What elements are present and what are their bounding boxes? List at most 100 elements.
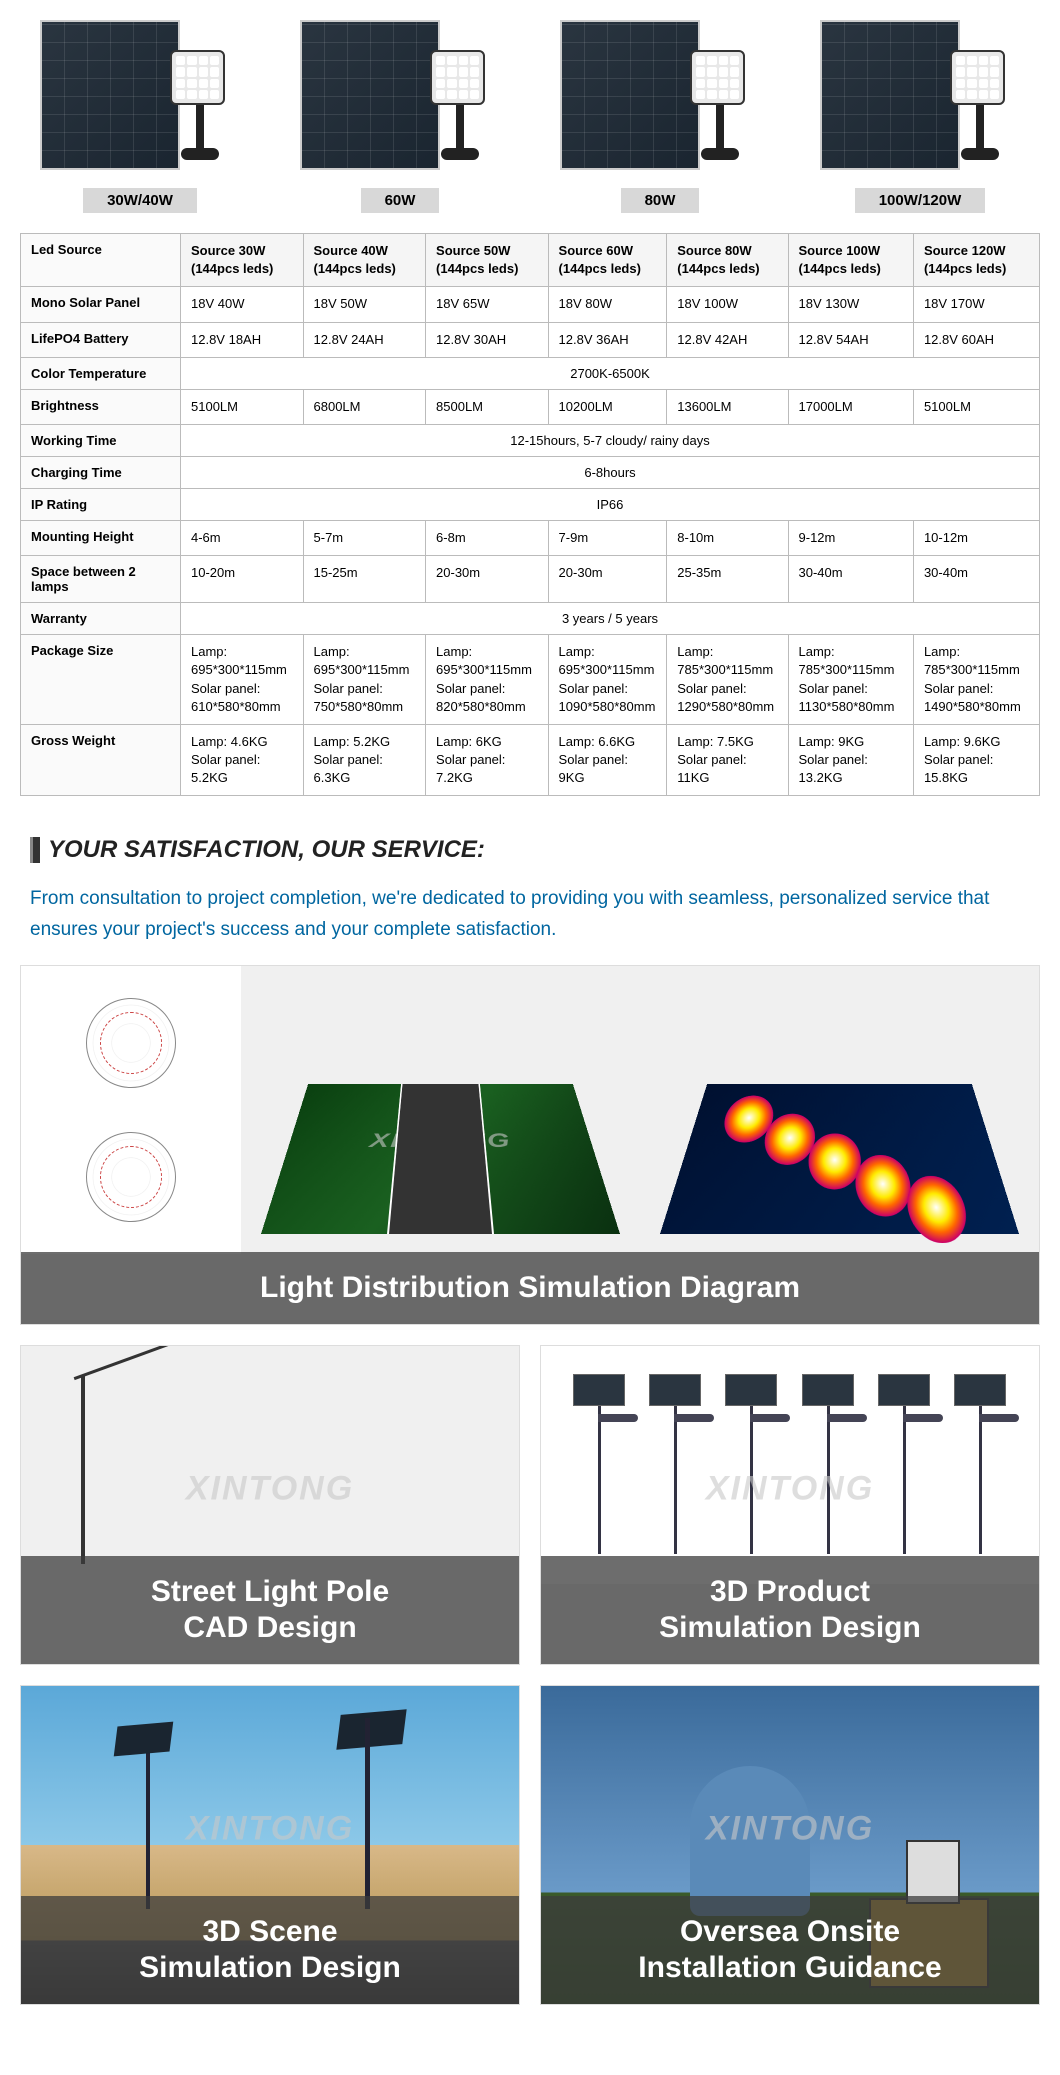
table-cell: 10-12m: [913, 520, 1039, 555]
lamp-icon: [430, 50, 490, 170]
product-image: [560, 20, 760, 180]
card-row-2: XINTONG 3D Scene Simulation Design XINTO…: [20, 1685, 1040, 2005]
table-row: Color Temperature2700K-6500K: [21, 357, 1040, 389]
table-cell: Source 80W (144pcs leds): [667, 234, 788, 287]
table-cell: Source 60W (144pcs leds): [548, 234, 667, 287]
table-cell: Lamp: 9.6KG Solar panel: 15.8KG: [913, 724, 1039, 796]
panel-icon: [337, 1709, 407, 1750]
table-cell: 12.8V 60AH: [913, 322, 1039, 357]
table-cell: Lamp: 6KG Solar panel: 7.2KG: [426, 724, 549, 796]
pole-lineup-icon: [541, 1346, 1039, 1584]
product-item: 80W: [540, 20, 780, 213]
table-cell: Source 120W (144pcs leds): [913, 234, 1039, 287]
section-header: YOUR SATISFACTION, OUR SERVICE:: [0, 826, 1060, 874]
table-cell: 12.8V 36AH: [548, 322, 667, 357]
service-cards: XINTONG Light Distribution Simulation Di…: [0, 965, 1060, 2045]
row-header: Package Size: [21, 635, 181, 725]
table-cell: 30-40m: [913, 556, 1039, 603]
product-label: 100W/120W: [855, 188, 986, 213]
table-cell: Lamp: 695*300*115mm Solar panel: 1090*58…: [548, 635, 667, 725]
product-label: 80W: [621, 188, 700, 213]
table-cell: 10200LM: [548, 389, 667, 424]
lamp-head-icon: [430, 50, 485, 105]
table-cell: Lamp: 785*300*115mm Solar panel: 1290*58…: [667, 635, 788, 725]
card-cad-design: XINTONG Street Light Pole CAD Design: [20, 1345, 520, 1665]
watermark: XINTONG: [186, 1810, 354, 1849]
polar-chart-icon: [86, 998, 176, 1088]
table-cell: 18V 40W: [181, 287, 304, 322]
product-item: 100W/120W: [800, 20, 1040, 213]
lamp-arm-icon: [456, 105, 464, 155]
table-cell: Source 30W (144pcs leds): [181, 234, 304, 287]
card-light-distribution: XINTONG Light Distribution Simulation Di…: [20, 965, 1040, 1325]
table-cell: Source 50W (144pcs leds): [426, 234, 549, 287]
table-cell: Lamp: 785*300*115mm Solar panel: 1130*58…: [788, 635, 913, 725]
card-caption: Light Distribution Simulation Diagram: [21, 1252, 1039, 1324]
table-cell: Lamp: 6.6KG Solar panel: 9KG: [548, 724, 667, 796]
table-cell: 13600LM: [667, 389, 788, 424]
road-simulation-icon: XINTONG: [261, 1084, 620, 1234]
product-row: 30W/40W60W80W100W/120W: [0, 0, 1060, 233]
panel-icon: [113, 1722, 173, 1757]
pole-icon: [979, 1404, 982, 1554]
table-row: Working Time12-15hours, 5-7 cloudy/ rain…: [21, 424, 1040, 456]
table-cell: 4-6m: [181, 520, 304, 555]
table-row: Mono Solar Panel18V 40W18V 50W18V 65W18V…: [21, 287, 1040, 322]
watermark: XINTONG: [368, 1130, 512, 1152]
row-header: Color Temperature: [21, 357, 181, 389]
table-cell: 18V 170W: [913, 287, 1039, 322]
card-row-1: XINTONG Street Light Pole CAD Design XIN…: [20, 1345, 1040, 1665]
table-cell: 12.8V 24AH: [303, 322, 426, 357]
section-bar-icon: [30, 837, 40, 863]
table-cell: 30-40m: [788, 556, 913, 603]
table-cell: Lamp: 785*300*115mm Solar panel: 1490*58…: [913, 635, 1039, 725]
table-cell: Lamp: 5.2KG Solar panel: 6.3KG: [303, 724, 426, 796]
table-cell: 12.8V 18AH: [181, 322, 304, 357]
table-row: Space between 2 lamps10-20m15-25m20-30m2…: [21, 556, 1040, 603]
row-header: Mono Solar Panel: [21, 287, 181, 322]
row-header: Working Time: [21, 424, 181, 456]
product-item: 30W/40W: [20, 20, 260, 213]
table-row: Brightness5100LM6800LM8500LM10200LM13600…: [21, 389, 1040, 424]
table-row: LifePO4 Battery12.8V 18AH12.8V 24AH12.8V…: [21, 322, 1040, 357]
lamp-icon: [690, 50, 750, 170]
watermark: XINTONG: [706, 1810, 874, 1849]
table-row: Charging Time6-8hours: [21, 456, 1040, 488]
table-cell: 8-10m: [667, 520, 788, 555]
table-cell: 6800LM: [303, 389, 426, 424]
row-header: Charging Time: [21, 456, 181, 488]
row-header: IP Rating: [21, 488, 181, 520]
table-row: IP RatingIP66: [21, 488, 1040, 520]
table-cell: 10-20m: [181, 556, 304, 603]
table-cell: 8500LM: [426, 389, 549, 424]
table-cell: 6-8m: [426, 520, 549, 555]
table-cell: 15-25m: [303, 556, 426, 603]
row-header: Led Source: [21, 234, 181, 287]
solar-panel-icon: [560, 20, 700, 170]
table-row: Mounting Height4-6m5-7m6-8m7-9m8-10m9-12…: [21, 520, 1040, 555]
lamp-arm-icon: [976, 105, 984, 155]
watermark: XINTONG: [706, 1470, 874, 1509]
table-row: Gross WeightLamp: 4.6KG Solar panel: 5.2…: [21, 724, 1040, 796]
section-title: YOUR SATISFACTION, OUR SERVICE:: [48, 836, 485, 864]
table-cell: 12.8V 42AH: [667, 322, 788, 357]
spec-table-body: Led SourceSource 30W (144pcs leds) Source…: [21, 234, 1040, 796]
lamp-icon: [950, 50, 1010, 170]
table-cell: 18V 100W: [667, 287, 788, 322]
product-image: [820, 20, 1020, 180]
table-cell: IP66: [181, 488, 1040, 520]
row-header: Space between 2 lamps: [21, 556, 181, 603]
pole-icon: [598, 1404, 601, 1554]
table-cell: 17000LM: [788, 389, 913, 424]
table-row: Led SourceSource 30W (144pcs leds) Source…: [21, 234, 1040, 287]
solar-panel-icon: [40, 20, 180, 170]
lamp-arm-icon: [196, 105, 204, 155]
lamp-arm-icon: [716, 105, 724, 155]
row-header: Brightness: [21, 389, 181, 424]
lamp-head-icon: [170, 50, 225, 105]
table-cell: 6-8hours: [181, 456, 1040, 488]
table-cell: 18V 130W: [788, 287, 913, 322]
card-3d-product: XINTONG 3D Product Simulation Design: [540, 1345, 1040, 1665]
section-description: From consultation to project completion,…: [0, 874, 1060, 965]
cad-drawing-icon: [21, 1346, 519, 1584]
